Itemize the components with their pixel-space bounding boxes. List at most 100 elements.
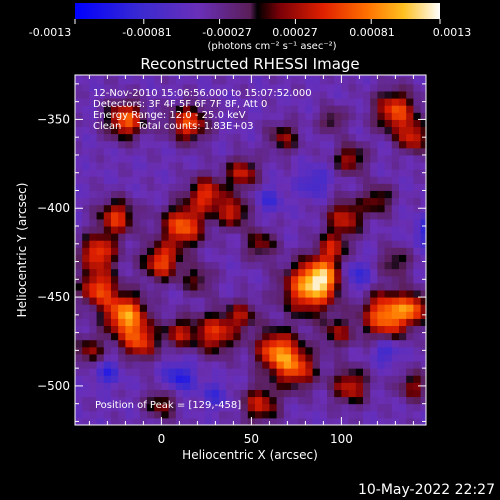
heatmap-cell: [247, 275, 256, 284]
heatmap-cell: [240, 183, 249, 191]
heatmap-cell: [154, 112, 162, 120]
heatmap-cell: [96, 389, 105, 398]
heatmap-cell: [384, 289, 393, 298]
heatmap-cell: [82, 112, 90, 120]
heatmap-cell: [132, 140, 141, 149]
heatmap-cell: [391, 254, 400, 263]
heatmap-cell: [125, 75, 134, 78]
heatmap-cell: [291, 98, 299, 106]
heatmap-cell: [384, 339, 393, 348]
heatmap-cell: [154, 105, 162, 113]
heatmap-cell: [233, 297, 242, 305]
heatmap-cell: [226, 90, 234, 99]
heatmap-cell: [204, 318, 213, 327]
heatmap-cell: [219, 226, 227, 234]
heatmap-cell: [413, 339, 422, 348]
heatmap-cell: [312, 339, 321, 348]
heatmap-cell: [82, 211, 90, 220]
heatmap-cell: [226, 190, 234, 199]
heatmap-cell: [75, 176, 83, 184]
heatmap-cell: [175, 346, 184, 355]
heatmap-cell: [168, 254, 177, 263]
heatmap-cell: [276, 211, 285, 220]
heatmap-cell: [276, 368, 285, 376]
heatmap-cell: [183, 162, 191, 170]
heatmap-cell: [82, 154, 90, 163]
heatmap-cell: [139, 268, 148, 277]
heatmap-cell: [283, 346, 292, 355]
heatmap-cell: [204, 75, 213, 78]
heatmap-cell: [89, 289, 98, 298]
heatmap-cell: [96, 154, 105, 163]
heatmap-cell: [197, 254, 206, 263]
heatmap-cell: [298, 410, 306, 419]
heatmap-cell: [406, 311, 414, 319]
heatmap-cell: [327, 339, 335, 348]
heatmap-cell: [276, 268, 285, 277]
heatmap-cell: [211, 353, 220, 362]
heatmap-cell: [348, 176, 357, 184]
heatmap-cell: [89, 233, 98, 241]
heatmap-cell: [370, 396, 378, 405]
heatmap-cell: [391, 261, 400, 270]
heatmap-cell: [111, 204, 119, 213]
heatmap-cell: [103, 119, 112, 128]
heatmap-cell: [132, 297, 141, 305]
heatmap-cell: [327, 361, 335, 369]
heatmap-cell: [319, 339, 328, 348]
heatmap-cell: [103, 233, 112, 241]
heatmap-cell: [269, 133, 278, 142]
heatmap-cell: [132, 169, 141, 177]
heatmap-cell: [118, 119, 126, 128]
heatmap-cell: [391, 147, 400, 156]
heatmap-cell: [255, 297, 263, 305]
heatmap-cell: [211, 410, 220, 419]
heatmap-cell: [183, 197, 191, 206]
heatmap-cell: [96, 361, 105, 369]
heatmap-cell: [377, 247, 386, 255]
heatmap-cell: [197, 126, 206, 135]
heatmap-cell: [125, 112, 134, 120]
heatmap-cell: [291, 325, 299, 334]
heatmap-cell: [197, 304, 206, 312]
heatmap-cell: [413, 154, 422, 163]
heatmap-cell: [247, 197, 256, 206]
heatmap-cell: [233, 382, 242, 390]
heatmap-cell: [283, 98, 292, 106]
heatmap-cell: [233, 289, 242, 298]
heatmap-cell: [197, 240, 206, 248]
heatmap-cell: [406, 304, 414, 312]
heatmap-cell: [413, 396, 422, 405]
heatmap-cell: [219, 197, 227, 206]
heatmap-cell: [413, 211, 422, 220]
heatmap-cell: [125, 204, 134, 213]
heatmap-cell: [147, 396, 155, 405]
y-tick-label: −400: [37, 201, 70, 215]
heatmap-cell: [341, 396, 350, 405]
heatmap-cell: [103, 297, 112, 305]
heatmap-cell: [269, 325, 278, 334]
heatmap-cell: [154, 368, 162, 376]
heatmap-cell: [363, 375, 371, 383]
heatmap-cell: [319, 382, 328, 390]
heatmap-cell: [118, 240, 126, 248]
heatmap-cell: [384, 126, 393, 135]
heatmap-cell: [168, 105, 177, 113]
heatmap-cell: [211, 304, 220, 312]
heatmap-cell: [247, 83, 256, 92]
heatmap-cell: [384, 368, 393, 376]
heatmap-cell: [370, 204, 378, 213]
heatmap-cell: [168, 332, 177, 341]
heatmap-cell: [219, 318, 227, 327]
heatmap-cell: [89, 211, 98, 220]
heatmap-cell: [413, 218, 422, 227]
heatmap-cell: [298, 353, 306, 362]
heatmap-cell: [384, 98, 393, 106]
heatmap-cell: [183, 318, 191, 327]
heatmap-cell: [355, 204, 364, 213]
heatmap-cell: [96, 254, 105, 263]
heatmap-cell: [89, 105, 98, 113]
heatmap-cell: [103, 204, 112, 213]
heatmap-cell: [161, 353, 170, 362]
heatmap-cell: [269, 254, 278, 263]
